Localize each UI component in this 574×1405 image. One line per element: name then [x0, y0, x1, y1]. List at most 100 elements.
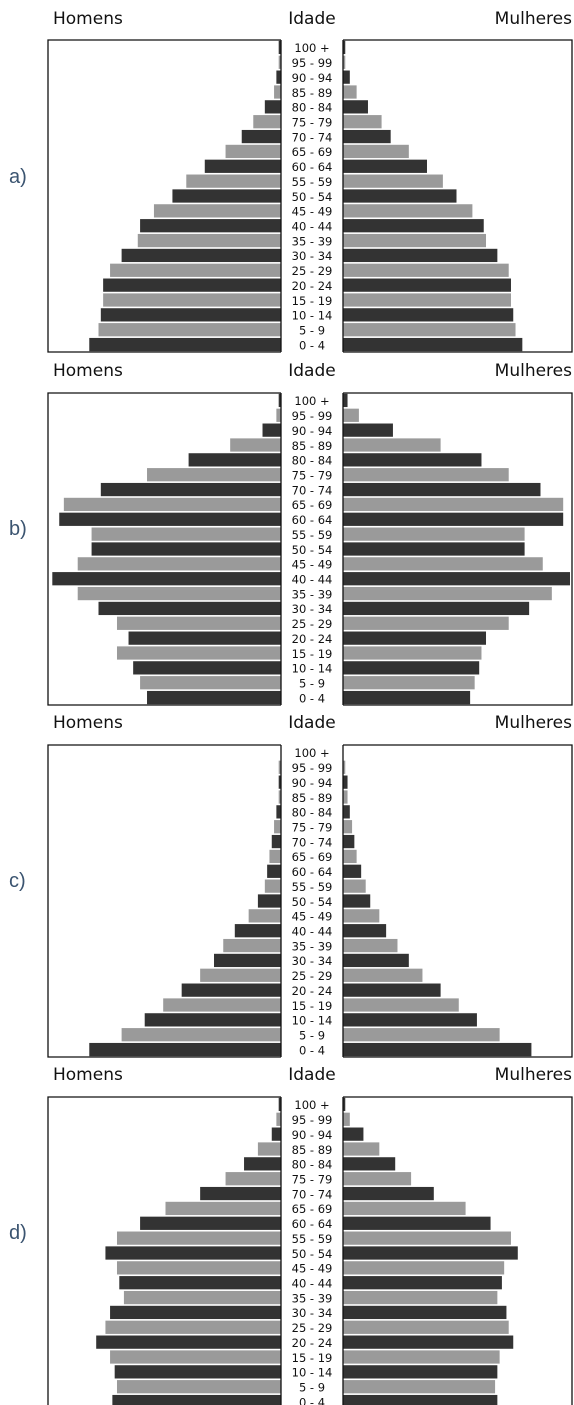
bar-mulheres-2	[343, 70, 350, 84]
bar-homens-13	[137, 233, 281, 248]
left-frame	[47, 1096, 281, 1405]
bar-homens-8	[59, 512, 281, 526]
bar-homens-13	[77, 586, 281, 601]
age-label: 40 - 44	[292, 219, 333, 233]
bar-mulheres-9	[343, 879, 366, 893]
age-label: 95 - 99	[292, 761, 333, 775]
age-label: 5 - 9	[299, 323, 325, 337]
age-label: 5 - 9	[299, 1380, 325, 1394]
bar-homens-3	[230, 438, 281, 452]
panel-label: b)	[9, 518, 27, 540]
bar-homens-0	[278, 40, 281, 55]
bar-homens-16	[181, 983, 281, 997]
bar-homens-3	[274, 85, 281, 99]
age-label: 85 - 89	[292, 1143, 333, 1157]
bar-mulheres-12	[343, 219, 484, 233]
bar-homens-11	[153, 204, 281, 218]
center-header: Idade	[288, 1065, 335, 1085]
age-label: 60 - 64	[292, 160, 333, 174]
age-label: 70 - 74	[292, 130, 333, 144]
left-header: Homens	[53, 1065, 123, 1085]
bar-homens-13	[123, 1290, 281, 1305]
bar-mulheres-13	[343, 586, 552, 601]
bar-homens-20	[147, 690, 281, 705]
bar-mulheres-1	[343, 1112, 350, 1126]
bar-mulheres-11	[343, 909, 380, 923]
age-label: 5 - 9	[299, 1028, 325, 1042]
bar-mulheres-8	[343, 159, 427, 173]
bar-homens-6	[271, 834, 281, 849]
bar-mulheres-13	[343, 938, 398, 953]
age-label: 65 - 69	[292, 145, 333, 159]
age-label: 95 - 99	[292, 409, 333, 423]
bar-mulheres-17	[343, 1350, 500, 1364]
bar-homens-17	[163, 998, 281, 1012]
bar-mulheres-15	[343, 1320, 509, 1334]
bar-mulheres-18	[343, 1365, 498, 1379]
age-label: 70 - 74	[292, 483, 333, 497]
right-header: Mulheres	[495, 361, 572, 381]
panel-label: c)	[9, 870, 26, 892]
bar-mulheres-7	[343, 849, 357, 864]
bar-mulheres-10	[343, 189, 457, 203]
bar-homens-2	[276, 70, 281, 84]
bar-mulheres-20	[343, 1394, 498, 1405]
bar-mulheres-9	[343, 174, 443, 188]
age-label: 75 - 79	[292, 820, 333, 834]
bar-mulheres-2	[343, 775, 348, 789]
age-label: 50 - 54	[292, 1247, 333, 1261]
bar-mulheres-5	[343, 820, 353, 834]
age-label: 75 - 79	[292, 468, 333, 482]
bar-mulheres-6	[343, 834, 355, 849]
bar-homens-19	[98, 323, 281, 337]
age-label: 35 - 39	[292, 1291, 333, 1305]
bar-homens-9	[91, 527, 281, 541]
center-header: Idade	[288, 9, 335, 29]
bar-homens-9	[116, 1231, 282, 1245]
bar-mulheres-6	[343, 482, 541, 497]
bar-mulheres-18	[343, 1013, 477, 1027]
bar-mulheres-9	[343, 1231, 511, 1245]
bar-homens-12	[234, 924, 281, 938]
age-label: 70 - 74	[292, 1187, 333, 1201]
age-label: 0 - 4	[299, 691, 325, 705]
age-label: 85 - 89	[292, 86, 333, 100]
bar-homens-18	[133, 661, 281, 675]
bar-homens-16	[128, 631, 281, 645]
bar-homens-13	[223, 938, 281, 953]
age-label: 90 - 94	[292, 776, 333, 790]
bar-mulheres-7	[343, 497, 564, 512]
right-frame	[343, 1096, 573, 1405]
bar-mulheres-18	[343, 308, 514, 322]
bar-mulheres-14	[343, 601, 530, 616]
bar-mulheres-0	[343, 40, 346, 55]
bar-mulheres-19	[343, 676, 475, 690]
age-label: 0 - 4	[299, 1043, 325, 1057]
age-label: 50 - 54	[292, 190, 333, 204]
bar-homens-17	[116, 646, 282, 660]
bar-homens-2	[271, 1127, 281, 1141]
bar-mulheres-4	[343, 453, 482, 467]
bar-mulheres-16	[343, 983, 441, 997]
bar-homens-8	[267, 864, 281, 878]
right-frame	[343, 744, 573, 1058]
bar-mulheres-4	[343, 100, 368, 114]
right-frame	[343, 392, 573, 706]
bar-mulheres-13	[343, 1290, 498, 1305]
age-label: 60 - 64	[292, 513, 333, 527]
bar-mulheres-3	[343, 85, 357, 99]
bar-mulheres-16	[343, 278, 511, 292]
bar-homens-20	[89, 1042, 282, 1057]
age-label: 35 - 39	[292, 234, 333, 248]
bar-mulheres-3	[343, 1142, 380, 1156]
center-header: Idade	[288, 361, 335, 381]
bar-mulheres-14	[343, 248, 498, 263]
bar-mulheres-19	[343, 1380, 496, 1394]
right-frame	[343, 39, 573, 353]
center-header: Idade	[288, 713, 335, 733]
bar-homens-12	[119, 1276, 281, 1290]
